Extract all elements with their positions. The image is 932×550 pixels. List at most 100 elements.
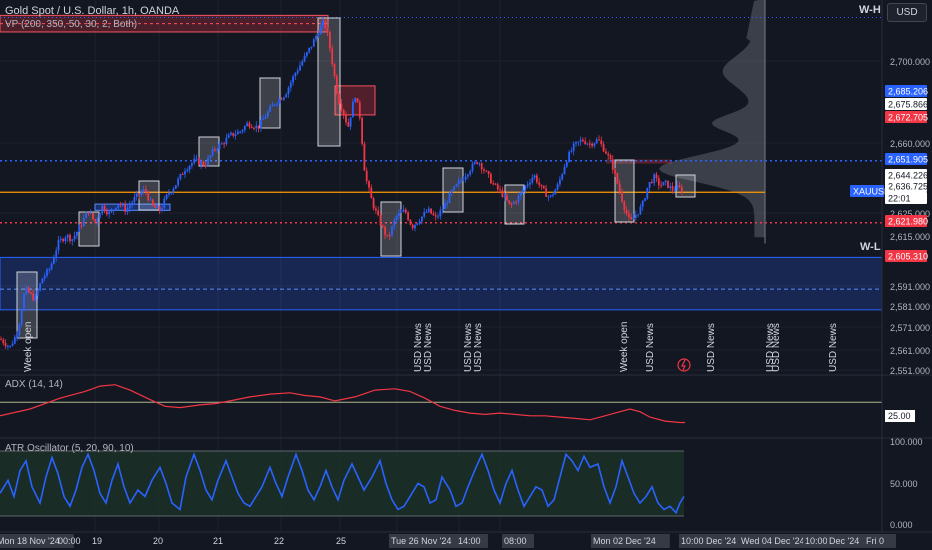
candle-body: [568, 152, 570, 163]
candle-body: [494, 183, 497, 185]
candle-body: [108, 212, 110, 215]
price-label: 2,636.725: [888, 182, 928, 192]
event-labels: Week open USD News USD News USD News USD New…: [23, 322, 839, 372]
candle-body: [372, 198, 375, 209]
candle-body: [142, 189, 145, 193]
candle-body: [529, 182, 531, 185]
candle-body: [170, 192, 173, 194]
time-tick: 20: [153, 536, 163, 546]
candle-body: [547, 196, 550, 198]
candle-body: [317, 34, 320, 36]
candle-body: [324, 20, 327, 29]
price-label: XAUUSD: [853, 187, 891, 197]
candle-body: [651, 181, 653, 183]
event-label-usd-news-5: USD News: [645, 323, 656, 372]
candle-body: [653, 174, 656, 183]
candle-body: [464, 176, 467, 180]
candle-body: [202, 161, 205, 166]
atr-title[interactable]: ATR Oscillator (5, 20, 90, 10): [5, 443, 134, 454]
candle-body: [375, 208, 377, 211]
price-label-bg: [850, 185, 884, 197]
candle-body: [660, 185, 662, 187]
candle-body: [490, 174, 492, 184]
candle-body: [421, 216, 423, 222]
candle-body: [276, 103, 278, 105]
candle-body: [322, 20, 324, 27]
candle-body: [450, 190, 453, 194]
candle-body: [391, 226, 393, 236]
candle-body: [278, 98, 281, 104]
candle-body: [20, 310, 23, 325]
candle-body: [135, 193, 138, 197]
price-tick: 2,615.000: [890, 232, 930, 242]
candle-body: [595, 139, 598, 144]
atr-pane: [0, 450, 685, 517]
price-tick: 2,551.000: [890, 366, 930, 376]
price-label: 2,675.866: [888, 100, 928, 110]
candle-body: [542, 185, 545, 189]
candle-body: [119, 203, 122, 206]
candle-body: [186, 169, 189, 172]
time-tick: Dec '24: [706, 536, 736, 546]
candle-body: [460, 180, 462, 182]
week-low-label: W-L: [860, 241, 881, 253]
candle-body: [128, 205, 131, 209]
candle-body: [453, 186, 455, 191]
candle-body: [471, 163, 474, 171]
time-tick: Fri 0: [866, 536, 884, 546]
candle-body: [388, 235, 391, 237]
candle-body: [234, 134, 237, 136]
adx-line: [0, 384, 685, 424]
candle-body: [96, 218, 99, 223]
candle-body: [554, 189, 557, 195]
candle-body: [598, 139, 600, 141]
time-tick: 19: [92, 536, 102, 546]
candle-body: [607, 153, 610, 156]
candle-body: [667, 180, 669, 188]
candle-body: [411, 224, 414, 229]
candle-body: [13, 336, 16, 344]
price-label: 2,685.206: [888, 87, 928, 97]
candle-body: [368, 181, 370, 188]
currency-button[interactable]: USD: [887, 3, 927, 22]
price-axis[interactable]: 2,700.000 2,660.000 2,625.000 2,615.000 2,59…: [850, 0, 932, 550]
candle-body: [621, 191, 623, 202]
event-label-usd-news-8: USD News: [771, 323, 782, 372]
candle-body: [69, 234, 71, 242]
candle-body: [237, 131, 239, 135]
adx-title[interactable]: ADX (14, 14): [5, 379, 63, 390]
candle-body: [365, 170, 368, 182]
candle-body: [352, 101, 354, 118]
candle-body: [556, 184, 559, 190]
candle-body: [628, 213, 630, 218]
candle-body: [549, 195, 552, 197]
candle-body: [30, 292, 32, 294]
candle-body: [358, 102, 361, 118]
candle-body: [184, 171, 186, 175]
misc-layer: [0, 374, 932, 439]
candle-body: [312, 39, 315, 47]
candle-body: [379, 215, 382, 226]
candle-body: [565, 162, 568, 167]
symbol-title: Gold Spot / U.S. Dollar, 1h, OANDA: [5, 5, 180, 17]
time-tick: Dec '24: [829, 536, 859, 546]
candle-body: [503, 195, 506, 197]
candle-body: [575, 141, 577, 144]
candle-body: [161, 207, 163, 211]
vp-indicator-label[interactable]: VP (200, 350, 50, 30, 2, Both): [5, 19, 138, 30]
candle-body: [614, 169, 616, 174]
candle-body: [545, 188, 547, 197]
price-label-bg: [885, 153, 927, 165]
candle-body: [248, 123, 251, 127]
candle-body: [423, 212, 426, 217]
candle-body: [678, 185, 681, 188]
candle-body: [437, 216, 439, 218]
candle-body: [393, 220, 396, 227]
candle-body: [303, 55, 306, 62]
candle-body: [149, 199, 152, 201]
candle-body: [469, 170, 472, 175]
candle-body: [386, 234, 389, 236]
candle-body: [434, 215, 437, 217]
